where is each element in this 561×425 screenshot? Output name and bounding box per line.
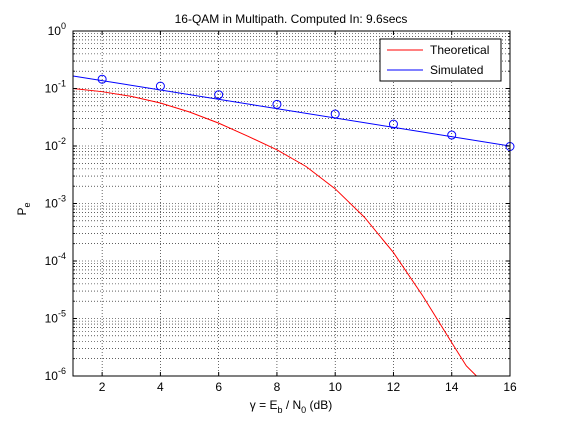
chart-title: 16-QAM in Multipath. Computed In: 9.6sec… [175, 12, 408, 26]
x-tick-label: 2 [99, 380, 106, 394]
y-tick-label: 10-4 [45, 251, 66, 268]
y-tick-label: 100 [48, 21, 66, 38]
axes-background [73, 31, 510, 376]
legend-theoretical-label: Theoretical [430, 43, 489, 57]
series-simulated-marker [447, 130, 457, 140]
legend-simulated-label: Simulated [430, 63, 483, 77]
series-simulated-marker [97, 74, 107, 84]
x-tick-label: 14 [445, 380, 459, 394]
series-simulated-marker [155, 81, 165, 91]
x-tick-label: 12 [387, 380, 401, 394]
ticks [73, 30, 511, 377]
series-simulated-marker [330, 109, 340, 119]
x-tick-label: 16 [503, 380, 517, 394]
x-tick-label: 6 [215, 380, 222, 394]
x-label-pre: γ = E [250, 398, 278, 412]
y-tick-label: 10-2 [45, 136, 66, 153]
y-tick-label: 10-5 [45, 309, 66, 326]
plot-area [72, 30, 515, 377]
series-simulated-line [72, 75, 511, 147]
x-label-sub2: 0 [301, 405, 306, 415]
series-simulated-marker [388, 119, 398, 129]
series-simulated-marker [272, 99, 282, 109]
y-tick-label: 10-3 [45, 194, 66, 211]
x-tick-label: 10 [329, 380, 343, 394]
y-label-sub: e [22, 202, 32, 207]
legend-box [379, 38, 502, 82]
x-label-mid: / N [283, 398, 302, 412]
x-label-post: (dB) [306, 398, 332, 412]
x-tick-label: 8 [274, 380, 281, 394]
y-axis-label: Pe [15, 202, 32, 215]
x-label-sub1: b [277, 405, 282, 415]
y-label-main: P [15, 208, 29, 216]
series-layer [72, 74, 515, 377]
series-simulated-marker [214, 90, 224, 100]
y-tick-label: 10-1 [45, 79, 66, 96]
series-theoretical-line [72, 88, 477, 377]
x-tick-label: 4 [157, 380, 164, 394]
legend: Theoretical Simulated [379, 38, 502, 82]
tick-labels: 2 4 6 8 10 12 14 16 10-6 10-5 10-4 10-3 10-2 10-1 100 [45, 21, 517, 394]
x-axis-label: γ = Eb / N0 (dB) [250, 398, 332, 415]
y-tick-label: 10-6 [45, 366, 66, 383]
